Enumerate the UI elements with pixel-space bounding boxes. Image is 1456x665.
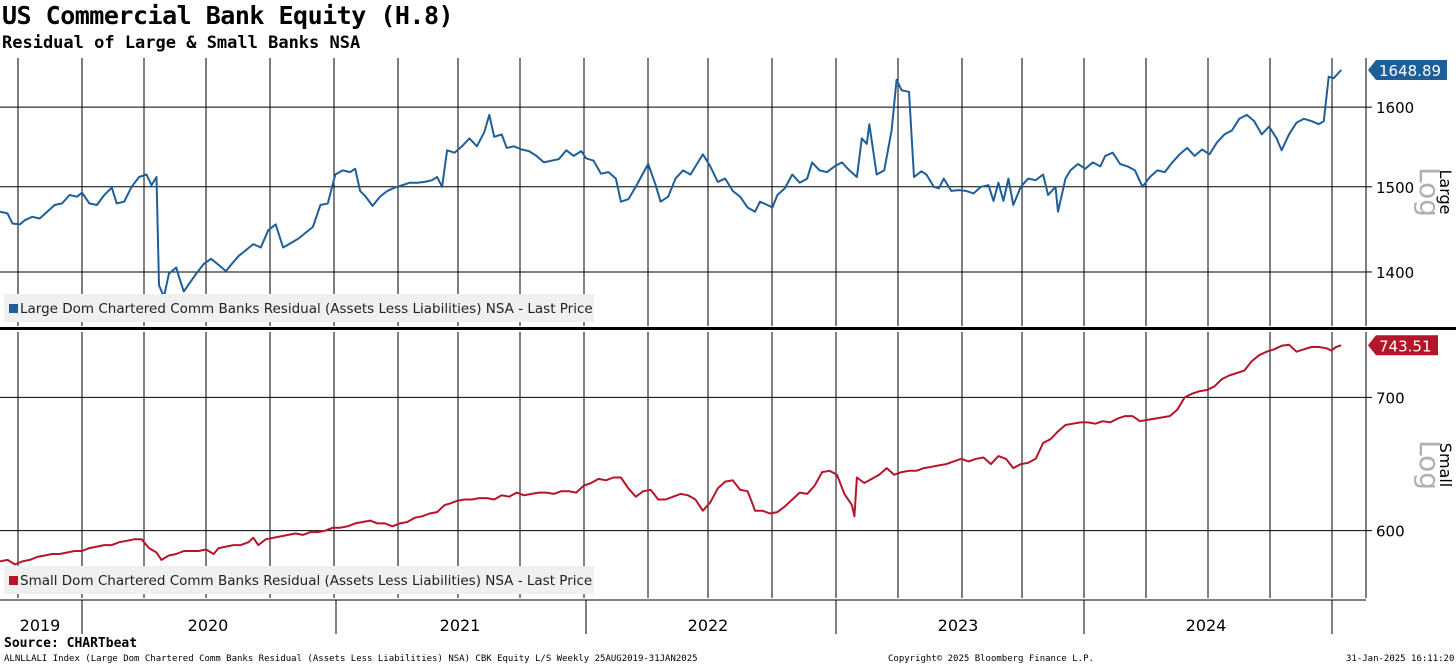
footer-left: ALNLLALI Index (Large Dom Chartered Comm… bbox=[4, 654, 698, 664]
large-series-line bbox=[0, 69, 1342, 298]
chart-subtitle: Residual of Large & Small Banks NSA bbox=[2, 33, 361, 53]
small-scale-label: Log bbox=[1413, 440, 1446, 490]
y-tick-label: 1500 bbox=[1376, 179, 1414, 197]
chart-title: US Commercial Bank Equity (H.8) bbox=[2, 1, 454, 30]
large-last-value-tag bbox=[1368, 59, 1447, 80]
large-last-value-label: 1648.89 bbox=[1379, 62, 1441, 80]
large-legend-box bbox=[4, 294, 594, 322]
y-tick-label: 1400 bbox=[1376, 264, 1414, 282]
y-tick-label: 600 bbox=[1376, 523, 1405, 541]
footer-timestamp: 31-Jan-2025 16:11:20 bbox=[1346, 654, 1455, 664]
x-tick-label: 2023 bbox=[938, 616, 979, 635]
large-legend-label: Large Dom Chartered Comm Banks Residual … bbox=[20, 301, 593, 317]
x-tick-label: 2022 bbox=[688, 616, 729, 635]
footer-copyright: Copyright© 2025 Bloomberg Finance L.P. bbox=[888, 654, 1094, 664]
x-axis: 2019 2020 2021 2022 2023 2024 bbox=[0, 327, 1456, 635]
source-label: Source: CHARTbeat bbox=[4, 636, 138, 651]
x-tick-label: 2020 bbox=[188, 616, 229, 635]
small-legend-swatch bbox=[9, 576, 18, 585]
x-tick-label: 2019 bbox=[20, 616, 61, 635]
small-last-value-tag bbox=[1368, 335, 1438, 356]
y-tick-label: 1600 bbox=[1376, 99, 1414, 117]
small-series-line bbox=[0, 343, 1342, 566]
x-tick-label: 2024 bbox=[1186, 616, 1227, 635]
y-tick-label: 700 bbox=[1376, 389, 1405, 407]
large-panel-label: Large bbox=[1436, 169, 1455, 214]
large-scale-label: Log bbox=[1413, 167, 1446, 217]
small-legend-label: Small Dom Chartered Comm Banks Residual … bbox=[20, 573, 592, 589]
small-panel-label: Small bbox=[1436, 443, 1455, 487]
small-last-value-label: 743.51 bbox=[1379, 337, 1432, 355]
x-tick-label: 2021 bbox=[440, 616, 481, 635]
large-legend-swatch bbox=[9, 304, 18, 313]
small-legend-box bbox=[4, 566, 594, 594]
